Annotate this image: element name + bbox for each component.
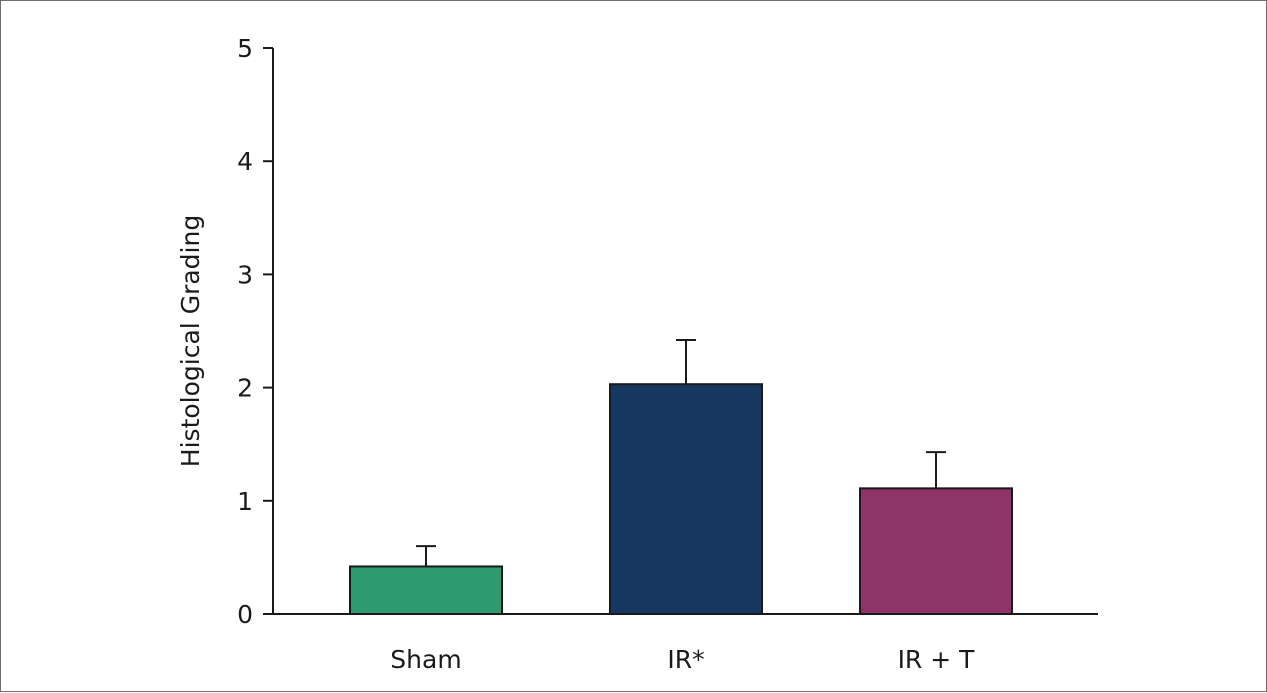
y-tick-label: 3 xyxy=(237,260,253,289)
x-category-label: IR* xyxy=(667,645,704,674)
bars xyxy=(349,339,1013,616)
x-category-label: Sham xyxy=(390,645,461,674)
y-tick-label: 0 xyxy=(237,600,253,629)
y-axis-title: Histological Grading xyxy=(176,215,205,467)
bar xyxy=(859,487,1013,615)
y-tick-label: 5 xyxy=(237,34,253,63)
y-tick-label: 2 xyxy=(237,374,253,403)
x-category-label: IR + T xyxy=(898,645,976,674)
bar xyxy=(349,565,503,615)
y-tick-label: 4 xyxy=(237,147,253,176)
y-tick-label: 1 xyxy=(237,487,253,516)
bar xyxy=(609,383,763,616)
labels: 0 1 2 3 4 5 Histological Grading Sham IR* IR + T xyxy=(176,34,975,674)
